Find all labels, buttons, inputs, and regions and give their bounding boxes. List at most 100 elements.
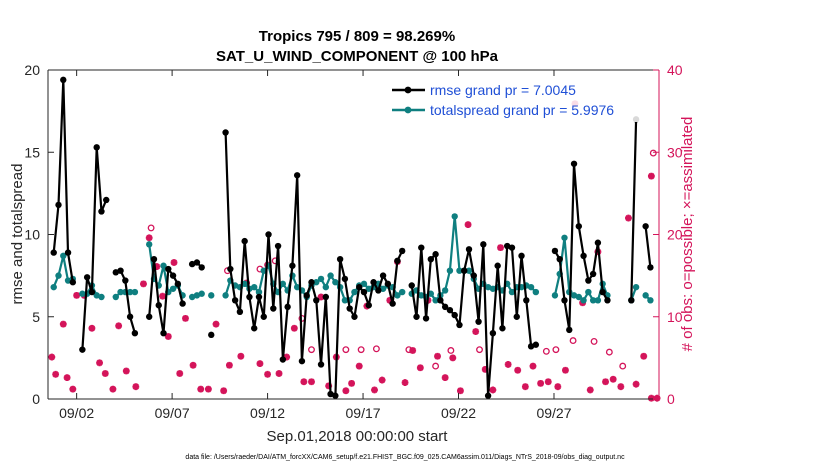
point-rmse-111 [580, 252, 587, 260]
obs-assimilated-marker-50 [416, 364, 424, 372]
point-totalspread-73 [398, 288, 406, 296]
obs-possible-marker-12 [447, 347, 455, 354]
obs-assimilated-marker-10 [109, 385, 117, 393]
obs-assimilated-marker-63 [521, 383, 529, 391]
point-totalspread-42 [251, 283, 258, 291]
point-rmse-97 [513, 313, 520, 320]
legend-box [388, 76, 656, 122]
point-totalspread-36 [222, 292, 229, 299]
obs-assimilated-strokes [434, 352, 441, 360]
point-totalspread-31 [198, 290, 205, 297]
point-rmse-22 [155, 302, 162, 309]
obs-assimilated-strokes [317, 293, 325, 301]
obs-assimilated-strokes [472, 328, 480, 335]
point-rmse-52 [298, 357, 306, 365]
obs-assimilated-marker-21 [182, 314, 189, 322]
point-rmse-90 [480, 241, 487, 248]
obs-assimilated-marker-59 [489, 386, 497, 394]
obs-possible-marker-6 [308, 346, 315, 354]
obs-assimilated-marker-28 [237, 352, 245, 360]
point-totalspread-72 [394, 292, 401, 299]
obs-assimilated-strokes [101, 370, 109, 377]
point-totalspread-14 [117, 288, 124, 296]
x-tick-label-0: 09/02 [59, 405, 94, 421]
obs-assimilated-marker-34 [290, 324, 298, 332]
obs-assimilated-marker-53 [441, 374, 449, 382]
point-rmse-87 [465, 246, 473, 253]
obs-assimilated-marker-0 [48, 353, 56, 361]
y-right-tick-label-0: 0 [667, 391, 675, 407]
y-left-tick-label-2: 10 [24, 227, 40, 243]
point-rmse-15 [122, 277, 129, 284]
y-left-tick-label-3: 15 [24, 144, 40, 160]
point-rmse-42 [251, 325, 258, 332]
obs-assimilated-strokes [275, 370, 283, 377]
point-totalspread-43 [255, 288, 263, 296]
obs-assimilated-marker-18 [164, 333, 172, 340]
obs-assimilated-strokes [537, 379, 545, 387]
point-rmse-47 [274, 242, 282, 250]
obs-assimilated-marker-81 [653, 394, 661, 402]
point-totalspread-111 [580, 297, 587, 304]
obs-possible-marker-20 [649, 149, 657, 157]
point-totalspread-122 [632, 283, 640, 291]
point-rmse-9 [93, 144, 100, 151]
point-rmse-63 [351, 313, 358, 320]
point-totalspread-113 [589, 297, 597, 304]
obs-assimilated-marker-2 [59, 320, 67, 328]
point-rmse-114 [594, 239, 602, 246]
point-totalspread-10 [98, 293, 105, 301]
point-rmse-125 [647, 264, 654, 271]
point-rmse-94 [499, 325, 506, 332]
obs-assimilated-strokes [264, 370, 271, 378]
obs-assimilated-marker-54 [449, 354, 457, 362]
point-rmse-23 [160, 330, 167, 337]
obs-assimilated-marker-38 [325, 382, 333, 390]
point-totalspread-13 [112, 293, 119, 301]
obs-assimilated-strokes [586, 386, 594, 394]
point-rmse-108 [566, 326, 573, 334]
obs-assimilated-marker-57 [472, 328, 480, 335]
point-rmse-14 [117, 267, 124, 274]
point-totalspread-125 [647, 297, 654, 304]
point-rmse-70 [384, 280, 392, 288]
obs-assimilated-marker-62 [514, 366, 522, 374]
point-rmse-106 [556, 255, 563, 263]
point-rmse-20 [145, 313, 153, 320]
point-rmse-11 [103, 196, 110, 204]
x-tick-label-3: 09/17 [346, 405, 381, 421]
obs-assimilated-strokes [378, 376, 386, 384]
obs-assimilated-strokes [449, 354, 457, 362]
point-rmse-49 [284, 303, 291, 311]
point-totalspread-6 [79, 290, 86, 297]
point-rmse-101 [532, 341, 540, 348]
obs-assimilated-strokes [48, 353, 56, 361]
point-totalspread-84 [451, 213, 458, 220]
obs-assimilated-strokes [290, 324, 298, 332]
point-totalspread-25 [169, 285, 177, 292]
point-totalspread-110 [575, 293, 583, 301]
obs-assimilated-strokes [481, 365, 489, 373]
y-right-tick-label-4: 40 [667, 62, 683, 78]
y-left-tick-label-0: 0 [32, 391, 40, 407]
x-tick-label-1: 09/07 [155, 405, 190, 421]
obs-assimilated-strokes [88, 324, 96, 332]
point-rmse-53 [303, 292, 310, 299]
obs-possible-marker-17 [590, 337, 598, 345]
point-rmse-50 [289, 262, 296, 269]
point-rmse-84 [451, 311, 458, 319]
obs-assimilated-strokes [73, 291, 81, 299]
obs-assimilated-strokes [52, 370, 60, 378]
obs-assimilated-marker-17 [159, 292, 166, 300]
obs-assimilated-marker-42 [355, 362, 363, 370]
point-totalspread-114 [594, 297, 602, 304]
obs-assimilated-marker-65 [537, 379, 545, 387]
obs-assimilated-strokes [212, 320, 220, 328]
obs-assimilated-marker-49 [409, 347, 417, 354]
obs-assimilated-strokes [609, 375, 617, 383]
obs-assimilated-marker-60 [497, 244, 504, 252]
point-rmse-21 [150, 255, 158, 263]
point-rmse-61 [341, 275, 349, 283]
obs-assimilated-marker-13 [132, 383, 140, 391]
